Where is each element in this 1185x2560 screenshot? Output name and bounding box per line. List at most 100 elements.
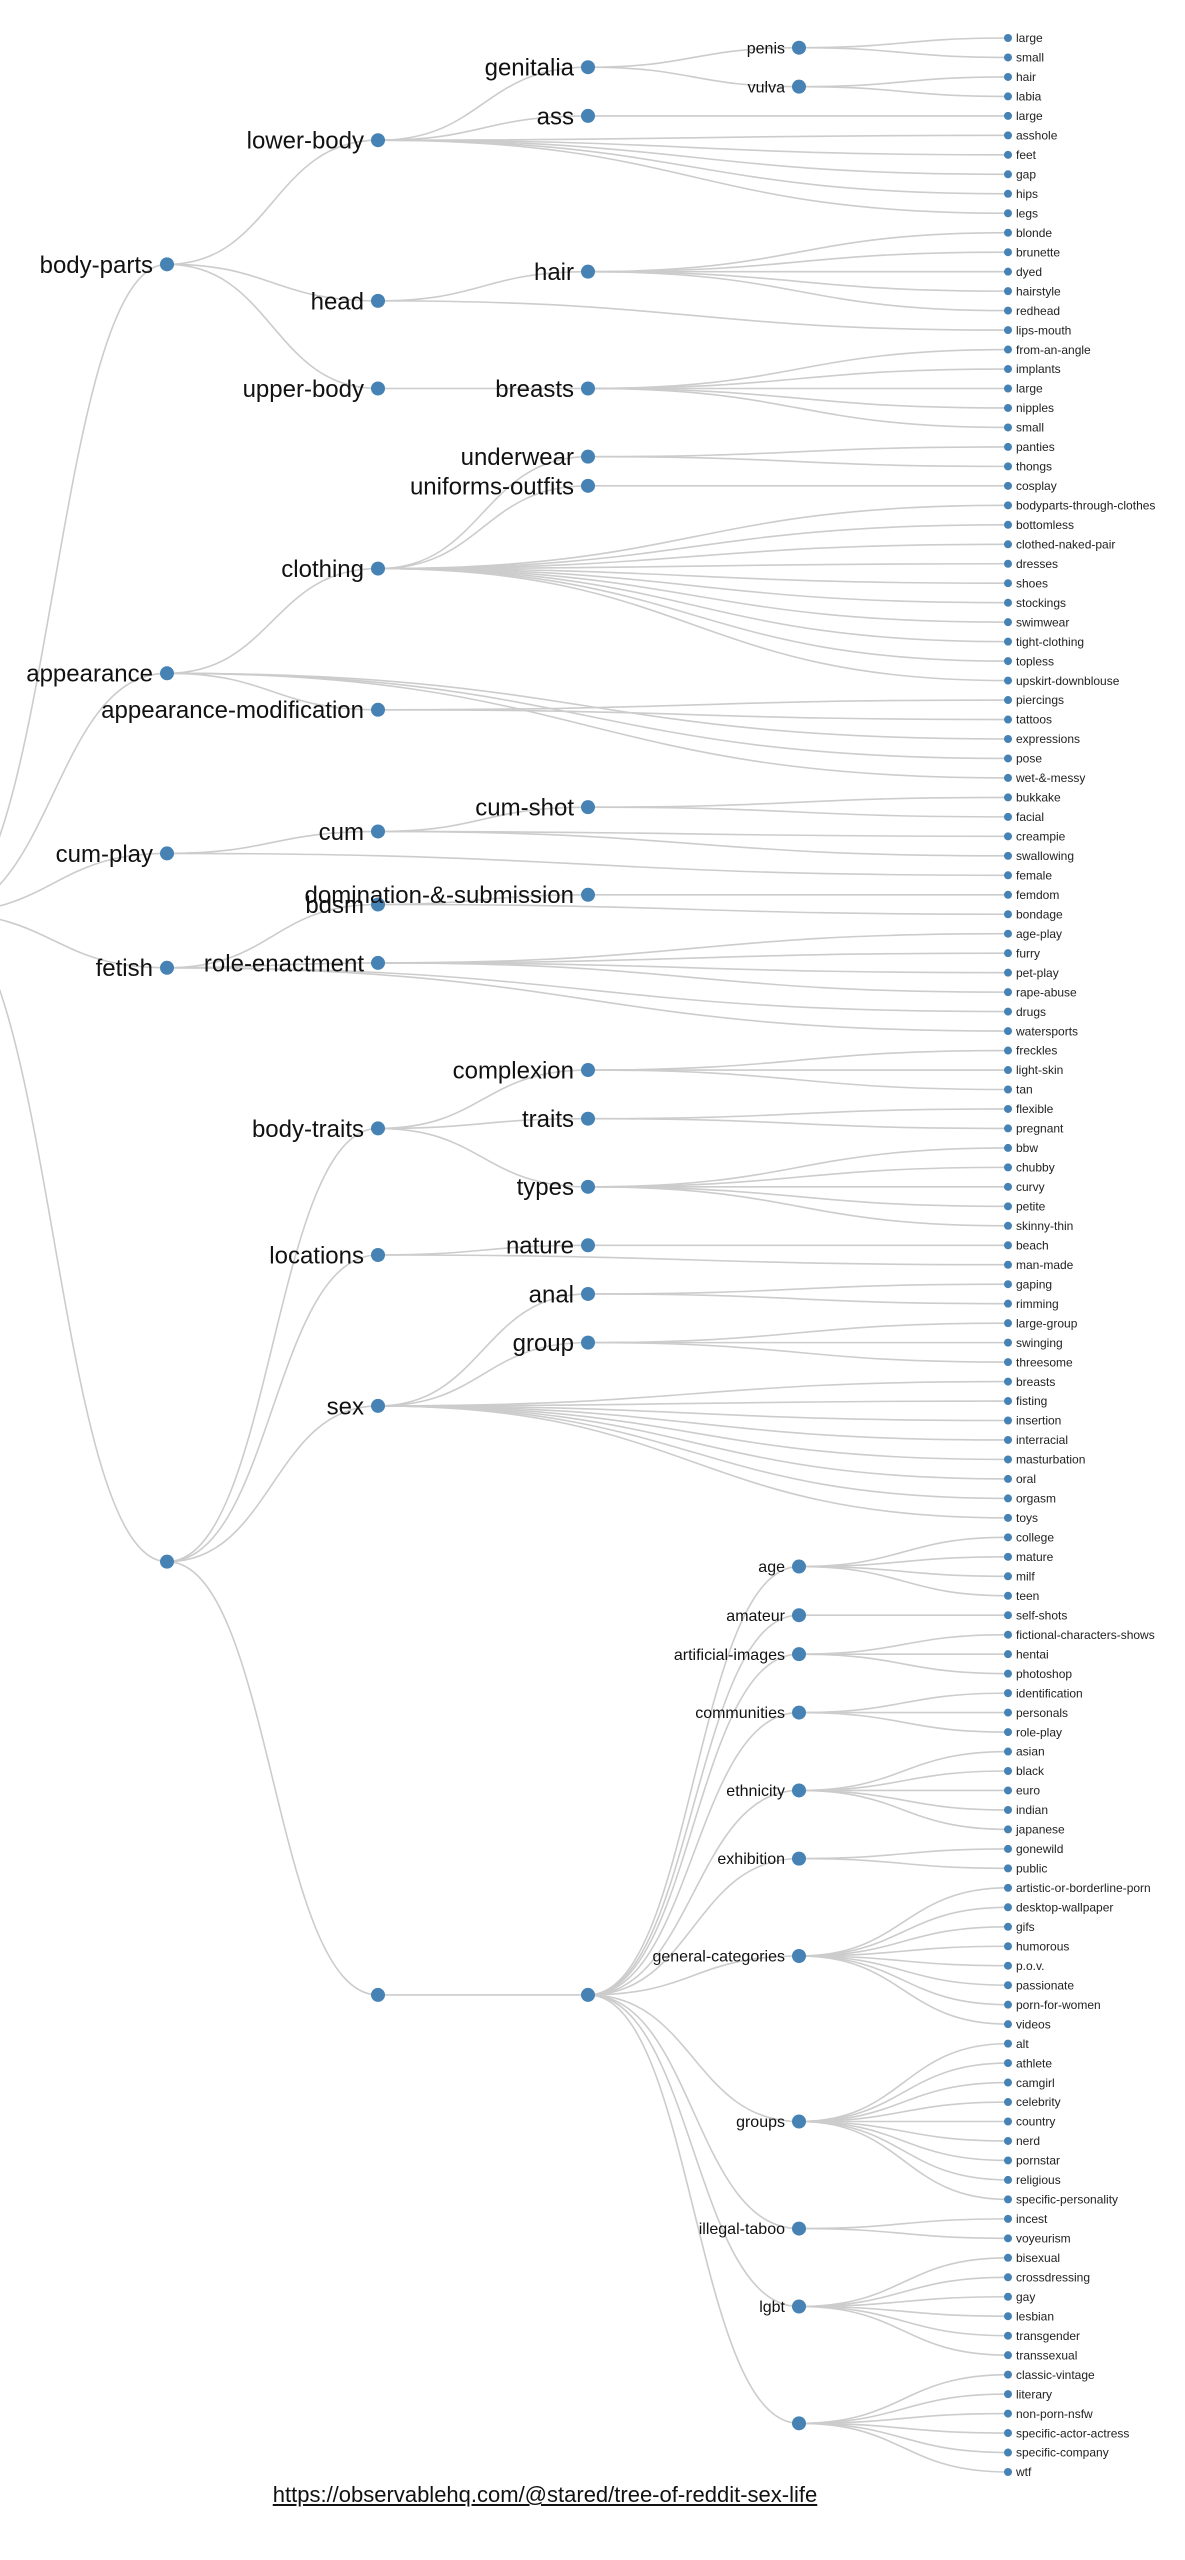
leaf-node-masturbation	[1004, 1455, 1012, 1464]
leaf-node-wtf	[1004, 2468, 1012, 2476]
leaf-label-man-made: man-made	[1016, 1258, 1074, 1272]
category-node-clothing	[371, 561, 385, 576]
tree-link	[587, 455, 1009, 468]
leaf-label-hair: hair	[1016, 70, 1036, 84]
leaf-node-gifs	[1004, 1922, 1012, 1931]
leaf-label-mature: mature	[1016, 1550, 1054, 1564]
category-node-traits	[581, 1111, 595, 1126]
tree-link	[166, 567, 379, 675]
leaf-label-country: country	[1016, 2115, 1055, 2129]
category-node-complexion	[581, 1063, 595, 1078]
tree-link	[166, 139, 379, 266]
leaf-label-large: large	[1016, 382, 1043, 396]
leaf-label-watersports: watersports	[1015, 1024, 1078, 1038]
tree-link	[798, 46, 1009, 59]
leaf-node-panties	[1004, 442, 1012, 451]
leaf-node-incest	[1004, 2214, 1012, 2223]
tree-link	[587, 1857, 800, 1996]
category-label-exhibition: exhibition	[717, 1851, 785, 1868]
leaf-node-japanese	[1004, 1825, 1012, 1834]
leaf-label-bukkake: bukkake	[1016, 791, 1061, 805]
category-label-illegal-taboo: illegal-taboo	[699, 2221, 785, 2238]
tree-link	[798, 2295, 1009, 2308]
leaf-label-wtf: wtf	[1015, 2465, 1032, 2479]
leaf-node-hairstyle	[1004, 287, 1012, 296]
leaf-node-swimwear	[1004, 618, 1012, 627]
leaf-label-oral: oral	[1016, 1472, 1036, 1486]
category-node-unnamed	[160, 1554, 174, 1569]
leaf-label-flexible: flexible	[1016, 1102, 1054, 1116]
tree-link	[166, 1405, 379, 1563]
tree-link	[377, 567, 1009, 662]
tree-link	[587, 251, 1009, 273]
tree-link	[798, 2218, 1009, 2230]
leaf-label-orgasm: orgasm	[1016, 1492, 1056, 1506]
category-label-genitalia: genitalia	[485, 55, 575, 82]
leaf-label-public: public	[1016, 1862, 1047, 1876]
leaf-label-japanese: japanese	[1015, 1823, 1065, 1837]
category-label-group: group	[513, 1330, 574, 1357]
leaf-label-drugs: drugs	[1016, 1005, 1046, 1019]
leaf-node-clothed-naked-pair	[1004, 540, 1012, 549]
category-node-lgbt	[792, 2299, 806, 2314]
category-label-types: types	[517, 1174, 574, 1201]
tree-link	[377, 1293, 589, 1407]
category-label-underwear: underwear	[461, 444, 574, 471]
leaf-node-artistic-or-borderline-porn	[1004, 1883, 1012, 1892]
category-node-artificial-images	[792, 1647, 806, 1662]
tree-link	[166, 263, 379, 390]
leaf-node-specific-company	[1004, 2448, 1012, 2457]
tree-link	[587, 806, 1009, 818]
leaf-node-large	[1004, 111, 1012, 120]
category-node-cum-play	[160, 846, 174, 861]
leaf-label-rape-abuse: rape-abuse	[1016, 985, 1077, 999]
leaf-label-facial: facial	[1016, 810, 1044, 824]
category-label-clothing: clothing	[281, 556, 364, 583]
leaf-node-tight-clothing	[1004, 637, 1012, 646]
leaf-label-voyeurism: voyeurism	[1016, 2232, 1071, 2246]
leaf-node-asian	[1004, 1747, 1012, 1756]
tree-link	[587, 1711, 800, 1996]
category-label-appearance: appearance	[26, 661, 153, 688]
category-node-age	[792, 1559, 806, 1574]
tree-link	[377, 1380, 1009, 1407]
leaf-label-petite: petite	[1016, 1200, 1046, 1214]
leaf-label-videos: videos	[1016, 2017, 1051, 2031]
tree-link	[377, 270, 589, 302]
leaf-label-porn-for-women: porn-for-women	[1016, 1998, 1101, 2012]
category-node-amateur	[792, 1608, 806, 1623]
tree-link	[798, 2120, 1009, 2142]
leaf-node-hair	[1004, 72, 1012, 81]
leaf-node-labia	[1004, 92, 1012, 101]
category-label-amateur: amateur	[726, 1608, 785, 1625]
tree-link	[587, 1994, 800, 2308]
leaf-node-female	[1004, 871, 1012, 880]
category-label-uniforms-outfits: uniforms-outfits	[410, 473, 574, 500]
leaf-node-furry	[1004, 949, 1012, 958]
category-node-cum-shot	[581, 800, 595, 815]
tree-link	[798, 2305, 1009, 2337]
category-node-illegal-taboo	[792, 2221, 806, 2236]
leaf-label-personals: personals	[1016, 1706, 1068, 1720]
category-node-genitalia	[581, 60, 595, 75]
tree-link	[166, 966, 1009, 1013]
tree-link	[0, 263, 168, 838]
category-label-nature: nature	[506, 1233, 574, 1260]
leaf-node-nerd	[1004, 2136, 1012, 2145]
leaf-label-small: small	[1016, 421, 1044, 435]
source-link[interactable]: https://observablehq.com/@stared/tree-of…	[272, 2482, 818, 2507]
leaf-node-euro	[1004, 1786, 1012, 1795]
category-label-head: head	[311, 288, 364, 315]
leaf-node-teen	[1004, 1591, 1012, 1600]
leaf-label-furry: furry	[1016, 946, 1040, 960]
category-label-fetish: fetish	[96, 955, 153, 982]
tree-link	[377, 524, 1009, 570]
category-node-bdsm	[371, 897, 385, 912]
tree-link	[377, 830, 1009, 838]
leaf-label-humorous: humorous	[1016, 1939, 1069, 1953]
leaf-node-drugs	[1004, 1007, 1012, 1016]
tree-link	[0, 672, 168, 886]
leaf-label-specific-company: specific-company	[1016, 2446, 1109, 2460]
tree-link	[377, 139, 1009, 215]
